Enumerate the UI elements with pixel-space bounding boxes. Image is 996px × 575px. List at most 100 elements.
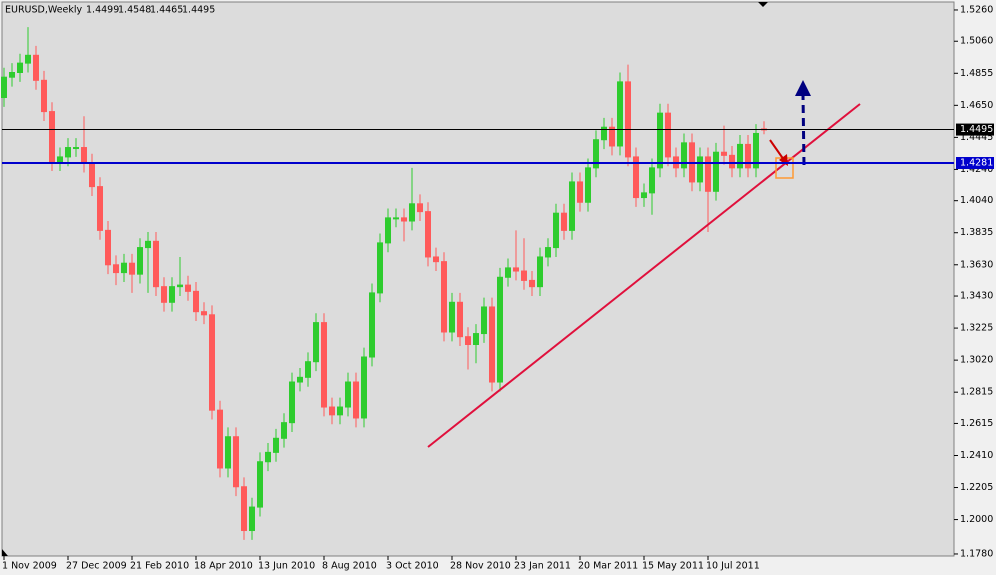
candle-body [297, 376, 303, 383]
candle-body [177, 284, 183, 288]
candle-body [145, 240, 151, 249]
candle-body [241, 486, 247, 532]
candle-body [249, 506, 255, 532]
candle-body [17, 62, 23, 74]
candle-body [201, 311, 207, 316]
candle-body [281, 422, 287, 439]
y-tick-label: 1.2815 [960, 387, 993, 398]
candle-body [113, 264, 119, 274]
candle-body [329, 406, 335, 416]
candle-body [217, 409, 223, 469]
up-arrow [801, 94, 806, 166]
candle-body [273, 437, 279, 453]
candle-body [57, 156, 63, 163]
candle-body [353, 381, 359, 419]
up-arrow-head [795, 80, 811, 96]
candle-body [721, 151, 727, 156]
candle-body [617, 81, 623, 147]
candle-body [105, 229, 111, 266]
candle-body [65, 147, 71, 158]
y-tick-label: 1.4445 [960, 132, 993, 143]
candle-body [681, 142, 687, 169]
candle-body [393, 217, 399, 220]
y-tick-label: 1.3630 [960, 259, 993, 270]
y-tick-label: 1.4040 [960, 195, 993, 206]
y-tick-label: 1.5060 [960, 36, 993, 47]
candle-body [745, 143, 751, 169]
annotations [2, 2, 861, 556]
candle-body [561, 212, 567, 231]
candles [1, 27, 767, 540]
candle-body [737, 143, 743, 169]
price-label: 1.4281 [960, 158, 993, 169]
candle-body [153, 240, 159, 288]
y-tick-label: 1.3835 [960, 227, 993, 238]
x-tick-label: 10 Jul 2011 [706, 561, 760, 572]
candle-body [321, 322, 327, 408]
x-tick-label: 21 Feb 2010 [130, 561, 189, 572]
candle-body [305, 361, 311, 378]
pointer-arrow [769, 139, 785, 161]
candle-body [289, 381, 295, 424]
candle-body [377, 242, 383, 294]
candle-body [417, 203, 423, 213]
candle-body [473, 333, 479, 345]
candle-body [209, 314, 215, 411]
candle-body [449, 301, 455, 333]
candle-body [657, 112, 663, 169]
candle-body [513, 267, 519, 272]
candle-body [577, 181, 583, 203]
candle-body [697, 156, 703, 183]
x-tick-label: 13 Jun 2010 [258, 561, 315, 572]
price-label-box [956, 157, 994, 170]
candle-body [265, 451, 271, 463]
y-tick-label: 1.2000 [960, 514, 993, 525]
candle-body [601, 126, 607, 141]
x-tick-label: 1 Nov 2009 [2, 561, 57, 572]
candle-body [185, 284, 191, 292]
price-label-box [956, 123, 994, 136]
x-tick-label: 27 Dec 2009 [66, 561, 127, 572]
y-tick-label: 1.3020 [960, 355, 993, 366]
candle-body [257, 461, 263, 508]
chart-title: EURUSD,Weekly [5, 5, 83, 16]
candle-body [489, 306, 495, 383]
corner-marker [2, 549, 8, 556]
candle-body [233, 436, 239, 488]
candle-body [49, 111, 55, 163]
candle-body [705, 156, 711, 192]
y-tick-label: 1.4855 [960, 68, 993, 79]
candle-body [73, 147, 79, 150]
candle-body [97, 186, 103, 231]
candle-body [385, 217, 391, 244]
candle-body [641, 192, 647, 199]
candle-body [633, 156, 639, 199]
candle-body [401, 217, 407, 222]
candle-body [161, 286, 167, 303]
candle-body [361, 356, 367, 419]
x-tick-label: 23 Jan 2011 [514, 561, 571, 572]
candle-body [89, 162, 95, 188]
y-tick-label: 1.2615 [960, 418, 993, 429]
candle-body [425, 211, 431, 258]
shift-marker [758, 2, 768, 7]
last-low: 1.4465 [150, 5, 183, 16]
candle-body [33, 54, 39, 81]
x-tick-label: 3 Oct 2010 [386, 561, 439, 572]
y-tick-label: 1.4650 [960, 100, 993, 111]
x-tick-label: 15 May 2011 [642, 561, 704, 572]
last-open: 1.4499 [86, 5, 119, 16]
candle-body [505, 267, 511, 278]
candle-body [585, 167, 591, 203]
candle-body [337, 406, 343, 416]
candle-body [553, 212, 559, 249]
y-tick-label: 1.4240 [960, 164, 993, 175]
y-tick-label: 1.2205 [960, 482, 993, 493]
candle-body [529, 279, 535, 288]
candle-body [729, 154, 735, 169]
candle-body [545, 247, 551, 258]
candle-body [609, 126, 615, 147]
candle-body [225, 436, 231, 469]
